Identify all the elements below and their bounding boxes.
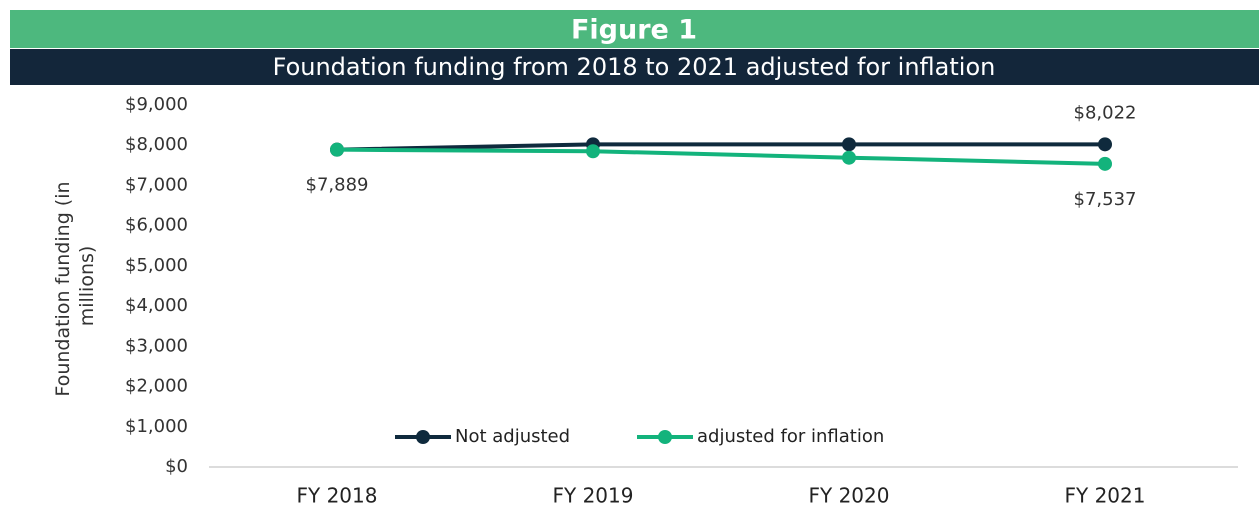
y-tick-label: $5,000 <box>125 255 188 276</box>
y-tick-label: $4,000 <box>125 295 188 316</box>
legend-marker <box>658 430 672 444</box>
data-point <box>586 144 600 159</box>
x-tick-label: FY 2020 <box>809 484 890 508</box>
y-tick-label: $0 <box>165 456 188 477</box>
figure-banner <box>10 10 1259 48</box>
y-axis-title: Foundation funding (in millions) <box>52 175 98 396</box>
data-point <box>330 142 344 157</box>
legend-label: Not adjusted <box>455 426 570 447</box>
legend-marker <box>416 430 430 444</box>
y-tick-label: $3,000 <box>125 335 188 356</box>
data-point <box>842 150 856 165</box>
y-tick-label: $9,000 <box>125 94 188 115</box>
x-tick-label: FY 2018 <box>297 484 378 508</box>
data-point <box>1098 156 1112 171</box>
x-tick-label: FY 2021 <box>1065 484 1146 508</box>
y-tick-label: $7,000 <box>125 174 188 195</box>
legend-label: adjusted for inflation <box>697 426 884 447</box>
data-point <box>1098 137 1112 152</box>
y-tick-label: $1,000 <box>125 416 188 437</box>
series-line <box>336 147 1106 166</box>
title-banner <box>10 49 1259 85</box>
y-tick-label: $8,000 <box>125 134 188 155</box>
x-tick-label: FY 2019 <box>553 484 634 508</box>
data-label: $7,889 <box>306 175 369 196</box>
chart-title: Foundation funding from 2018 to 2021 adj… <box>273 53 996 81</box>
y-tick-label: $2,000 <box>125 376 188 397</box>
figure-label: Figure 1 <box>571 15 697 46</box>
data-point <box>842 137 856 152</box>
data-label: $8,022 <box>1074 102 1137 123</box>
data-label: $7,537 <box>1074 189 1137 210</box>
y-tick-label: $6,000 <box>125 215 188 236</box>
series-line <box>336 142 1105 152</box>
